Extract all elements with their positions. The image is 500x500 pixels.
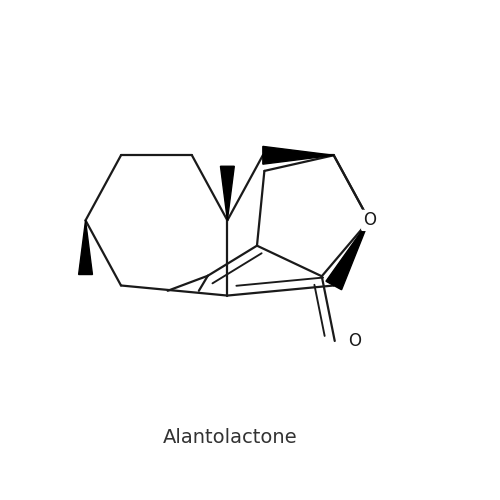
Text: Alantolactone: Alantolactone — [163, 428, 298, 448]
Polygon shape — [326, 220, 369, 290]
Text: O: O — [348, 332, 361, 350]
Text: O: O — [362, 212, 376, 230]
Polygon shape — [78, 220, 92, 274]
Polygon shape — [220, 166, 234, 220]
Polygon shape — [263, 146, 334, 164]
